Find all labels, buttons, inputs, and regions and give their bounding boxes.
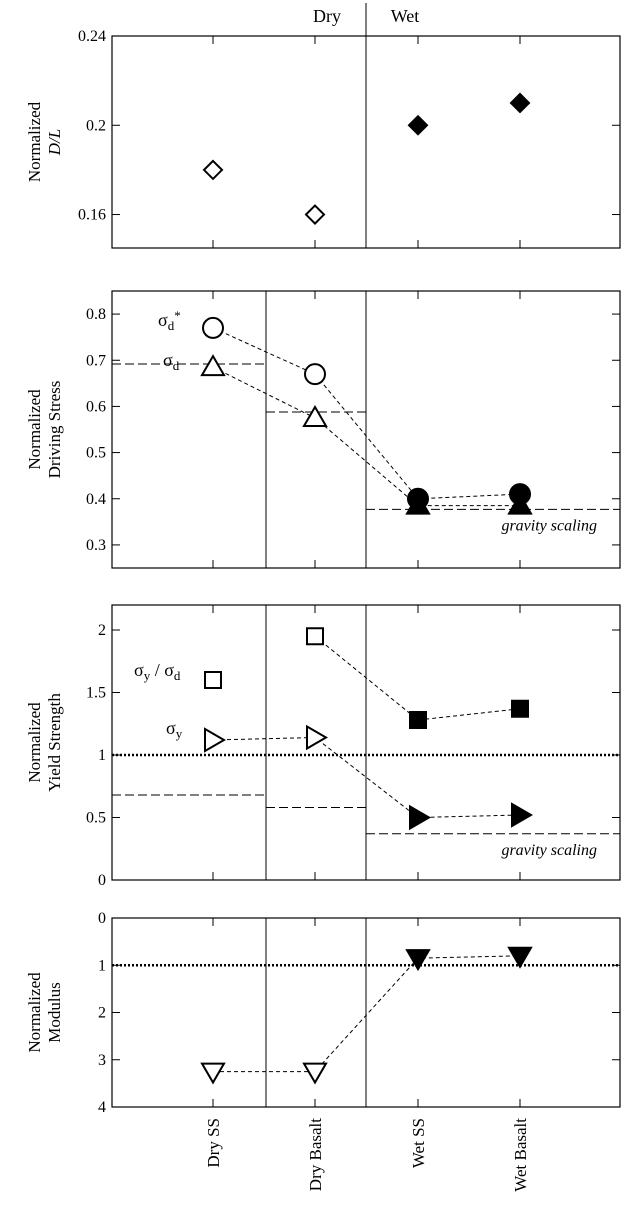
series-label-sigma-y: σy: [166, 718, 183, 741]
data-point-triangle-right: [409, 804, 431, 831]
y-tick-label: 0: [98, 872, 106, 889]
y-tick-label: 4: [98, 1099, 106, 1116]
data-point-diamond: [304, 204, 326, 225]
data-point-triangle-up: [302, 404, 328, 427]
series-label-sigma-y-over-sigma-d: σy / σd: [134, 660, 181, 683]
y-tick-label: 0.5: [86, 445, 106, 462]
data-point-triangle-up: [405, 492, 431, 515]
panel-4: 0 1 2 3 4 NormalizedModulus: [25, 910, 621, 1116]
data-point-diamond: [202, 159, 224, 181]
data-point-triangle-down: [405, 949, 431, 972]
y-tick-label: 0.24: [78, 28, 106, 45]
gravity-scaling-label: gravity scaling: [501, 517, 597, 534]
data-point-circle: [202, 316, 224, 339]
y-tick-label: 3: [98, 1052, 106, 1069]
data-point-triangle-down: [507, 946, 533, 969]
y-tick-label: 2: [98, 622, 106, 639]
y-tick-label: 0.5: [86, 810, 106, 827]
y-tick-label: 0: [98, 910, 106, 927]
data-point-diamond: [407, 114, 429, 136]
series-label-sigma-d-star: σd*: [158, 308, 181, 333]
category-label: Dry Basalt: [306, 1118, 325, 1191]
data-point-triangle-right: [306, 724, 328, 751]
y-tick-label: 0.2: [86, 117, 106, 134]
panel-3: 0 0.5 1 1.5 2 NormalizedYield Strength gravity…: [25, 604, 621, 889]
y-axis-label: NormalizedModulus: [25, 972, 64, 1053]
y-tick-label: 1: [98, 957, 106, 974]
y-tick-label: 0.8: [86, 306, 106, 323]
data-point-triangle-up: [200, 354, 226, 377]
y-tick-label: 1: [98, 747, 106, 764]
data-point-triangle-down: [302, 1062, 328, 1085]
header-wet: Wet: [391, 6, 420, 26]
y-tick-label: 0.6: [86, 398, 106, 415]
data-point-diamond: [509, 92, 531, 114]
data-point-square: [511, 699, 529, 718]
y-axis-label: NormalizedD/L: [25, 101, 64, 182]
series-connector: [212, 366, 520, 507]
y-axis-label: NormalizedYield Strength: [25, 693, 64, 792]
y-tick-label: 1.5: [86, 685, 106, 702]
category-label: Dry SS: [204, 1118, 223, 1168]
series-connector: [213, 955, 521, 1073]
data-point-square: [306, 627, 324, 646]
panel-1: 0.16 0.2 0.24 NormalizedD/L: [25, 28, 621, 249]
y-tick-label: 0.4: [86, 491, 106, 508]
series-connector: [212, 736, 521, 819]
gravity-scaling-label: gravity scaling: [501, 842, 597, 859]
data-point-triangle-right: [511, 802, 533, 828]
category-label: Wet SS: [409, 1118, 428, 1168]
plot-frame: [111, 35, 621, 249]
data-point-triangle-right: [204, 727, 226, 753]
data-point-triangle-down: [200, 1062, 226, 1085]
data-point-square: [409, 711, 427, 729]
panel-2: 0.3 0.4 0.5 0.6 0.7 0.8 NormalizedDriving Stre…: [25, 290, 621, 569]
y-axis-label: NormalizedDriving Stress: [25, 381, 64, 479]
category-label: Wet Basalt: [511, 1118, 530, 1192]
y-tick-label: 2: [98, 1005, 106, 1022]
data-point-circle: [304, 363, 326, 386]
series-label-sigma-d: σd: [163, 350, 180, 373]
plot-frame: [111, 604, 621, 881]
y-tick-label: 0.7: [86, 352, 106, 369]
data-point-square: [204, 671, 222, 689]
plot-frame: [111, 290, 621, 569]
y-tick-label: 0.16: [78, 207, 106, 224]
series-connector: [314, 635, 521, 721]
y-tick-label: 0.3: [86, 537, 106, 554]
series-connector: [212, 327, 521, 500]
data-point-triangle-up: [507, 492, 533, 515]
header-dry: Dry: [313, 6, 341, 26]
